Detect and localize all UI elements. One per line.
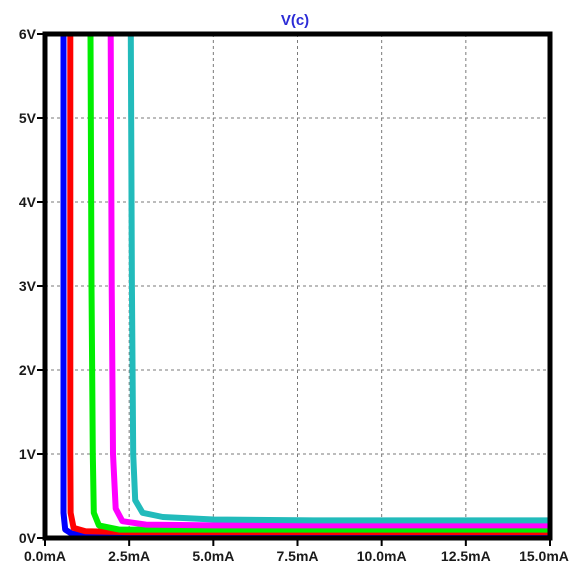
series-line-5 (127, 33, 550, 524)
x-tick-label: 15.0mA (519, 548, 569, 564)
y-tick-label: 2V (19, 362, 37, 378)
y-tick-label: 5V (19, 110, 37, 126)
y-axis-ticks: 0V 1V 2V 3V 4V 5V 6V (19, 26, 45, 546)
series-line-4 (107, 33, 550, 529)
series-line-3 (87, 33, 550, 533)
x-tick-label: 5.0mA (192, 548, 234, 564)
chart-title: V(c) (281, 12, 309, 29)
y-tick-label: 0V (19, 530, 37, 546)
y-tick-label: 4V (19, 194, 37, 210)
x-tick-label: 2.5mA (108, 548, 150, 564)
y-tick-label: 1V (19, 446, 37, 462)
x-tick-label: 0.0mA (24, 548, 66, 564)
x-tick-label: 7.5mA (276, 548, 318, 564)
series-lines (60, 33, 550, 538)
x-tick-label: 10.0mA (357, 548, 407, 564)
x-tick-label: 12.5mA (441, 548, 491, 564)
y-tick-label: 6V (19, 26, 37, 42)
series-line-1 (60, 34, 550, 538)
x-axis-ticks: 0.0mA 2.5mA 5.0mA 7.5mA 10.0mA 12.5mA 15.0mA (24, 538, 569, 564)
y-tick-label: 3V (19, 278, 37, 294)
grid (45, 34, 550, 538)
